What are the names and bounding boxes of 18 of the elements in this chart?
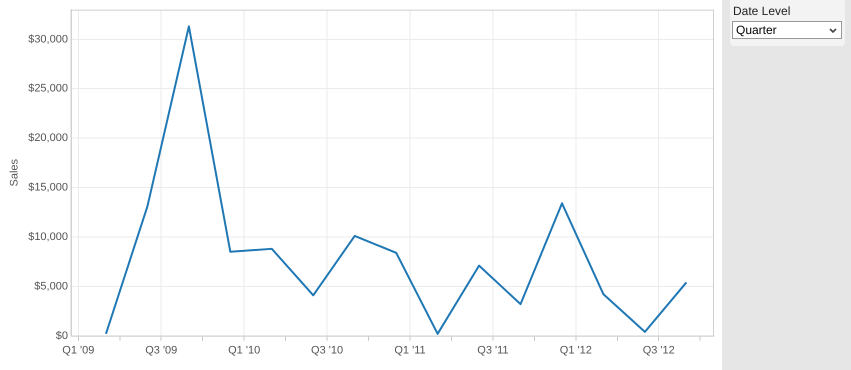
x-tick-label: Q1 '10 — [228, 344, 260, 356]
x-tick-label: Q3 '09 — [145, 344, 178, 356]
x-tick-label: Q1 '09 — [62, 344, 94, 356]
y-tick-label: $5,000 — [34, 280, 68, 292]
y-tick-label: $25,000 — [28, 82, 68, 95]
x-tick-label: Q3 '11 — [477, 344, 509, 356]
x-tick-label: Q1 '12 — [560, 344, 592, 356]
y-axis-title: Sales — [8, 158, 21, 186]
x-tick-label: Q3 '12 — [642, 344, 675, 356]
y-tick-label: $30,000 — [28, 33, 68, 46]
x-tick-label: Q3 '10 — [311, 344, 344, 356]
dropdown-field: Quarter — [732, 21, 842, 39]
y-tick-label: $15,000 — [28, 182, 68, 194]
y-tick-label: $20,000 — [28, 132, 68, 144]
y-tick-label: $10,000 — [28, 230, 68, 243]
y-tick-label: $0 — [56, 330, 68, 342]
text: Date Level — [733, 4, 790, 18]
x-tick-label: Q1 '11 — [394, 344, 426, 356]
